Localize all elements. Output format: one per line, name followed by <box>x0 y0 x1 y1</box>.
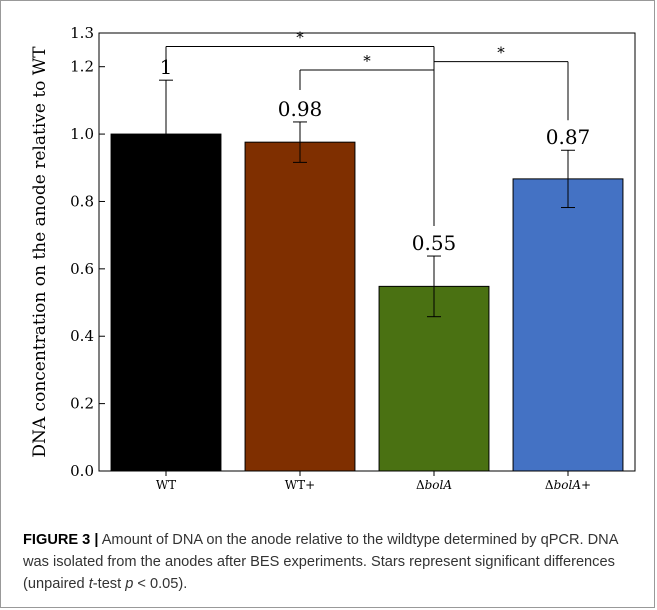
data-labels-layer: 1 0.98 0.55 0.87 <box>160 55 591 255</box>
plot-frame <box>98 32 636 472</box>
figure-caption: FIGURE 3 | Amount of DNA on the anode re… <box>23 529 638 595</box>
y-axis-label: DNA concentration on the anode relative … <box>30 46 50 458</box>
x-tick-label-1: WT+ <box>285 478 315 492</box>
caption-text-2: -test <box>92 576 126 592</box>
bar-1 <box>244 141 356 472</box>
sig-star-1: * <box>363 52 371 70</box>
bar-3 <box>512 178 624 472</box>
data-label-1: 0.98 <box>278 97 323 121</box>
x-axis: WT WT+ ΔbolA ΔbolA+ <box>156 471 591 492</box>
data-label-2: 0.55 <box>412 231 457 255</box>
data-label-0: 1 <box>160 55 173 79</box>
x-tick-label-0: WT <box>156 478 176 492</box>
error-bars-layer <box>159 79 575 318</box>
sig-star-0: * <box>296 28 304 46</box>
bars-layer <box>110 133 624 472</box>
y-tick-label-7: 1.3 <box>70 24 94 42</box>
bar-chart: * * * 1 0.98 0.55 0.87 0.0 0.2 0.4 0.6 0.8 1.0 1.2 1… <box>30 24 636 492</box>
y-tick-label-3: 0.6 <box>70 260 94 278</box>
x-tick-label-2: ΔbolA <box>416 478 452 492</box>
x-tick-label-3: ΔbolA+ <box>545 478 591 492</box>
caption-text-1: Amount of DNA on the anode relative to t… <box>23 532 618 592</box>
sig-star-2: * <box>497 44 505 62</box>
y-tick-label-0: 0.0 <box>70 462 94 480</box>
y-tick-label-4: 0.8 <box>70 192 94 210</box>
y-tick-label-1: 0.2 <box>70 395 94 413</box>
y-tick-label-5: 1.0 <box>70 125 94 143</box>
significance-layer: * * * <box>165 28 569 227</box>
data-label-3: 0.87 <box>546 125 591 149</box>
caption-t-symbol: t <box>88 576 93 592</box>
caption-p-symbol: p <box>125 576 134 592</box>
y-axis: 0.0 0.2 0.4 0.6 0.8 1.0 1.2 1.3 <box>70 24 105 480</box>
y-tick-label-2: 0.4 <box>70 327 94 345</box>
figure-number: FIGURE 3 | <box>23 532 99 548</box>
bar-0 <box>110 133 222 472</box>
caption-text-3: < 0.05). <box>133 576 188 592</box>
y-tick-label-6: 1.2 <box>70 58 94 76</box>
